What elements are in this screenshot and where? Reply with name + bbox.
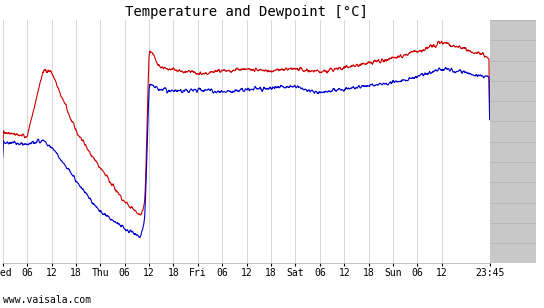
- Title: Temperature and Dewpoint [°C]: Temperature and Dewpoint [°C]: [125, 5, 368, 19]
- Text: www.vaisala.com: www.vaisala.com: [3, 295, 91, 305]
